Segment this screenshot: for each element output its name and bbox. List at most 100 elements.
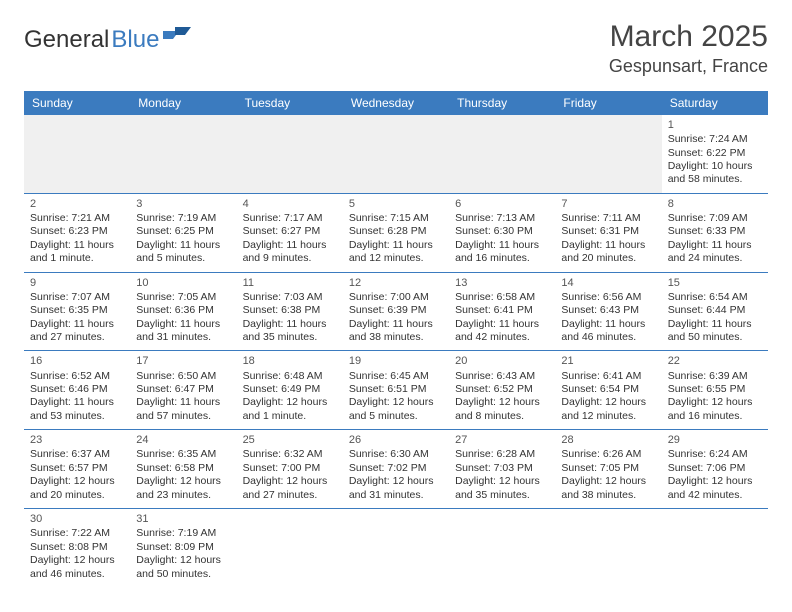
- daylight-text: Daylight: 11 hours: [668, 239, 762, 252]
- day-number: 5: [349, 197, 443, 211]
- daylight-text: and 46 minutes.: [30, 568, 124, 581]
- calendar-cell: 23Sunrise: 6:37 AMSunset: 6:57 PMDayligh…: [24, 430, 130, 509]
- sunrise-text: Sunrise: 7:00 AM: [349, 291, 443, 304]
- daylight-text: Daylight: 11 hours: [136, 318, 230, 331]
- page-header: GeneralBlue March 2025 Gespunsart, Franc…: [24, 20, 768, 77]
- calendar-cell: 16Sunrise: 6:52 AMSunset: 6:46 PMDayligh…: [24, 351, 130, 430]
- daylight-text: and 5 minutes.: [136, 252, 230, 265]
- daylight-text: and 53 minutes.: [30, 410, 124, 423]
- sunset-text: Sunset: 6:33 PM: [668, 225, 762, 238]
- calendar-cell: [449, 115, 555, 193]
- daylight-text: Daylight: 12 hours: [561, 475, 655, 488]
- calendar-cell: [237, 115, 343, 193]
- calendar-cell: [130, 115, 236, 193]
- day-header-row: Sunday Monday Tuesday Wednesday Thursday…: [24, 91, 768, 115]
- daylight-text: and 8 minutes.: [455, 410, 549, 423]
- calendar-cell: 15Sunrise: 6:54 AMSunset: 6:44 PMDayligh…: [662, 272, 768, 351]
- calendar-cell: 6Sunrise: 7:13 AMSunset: 6:30 PMDaylight…: [449, 193, 555, 272]
- calendar-cell: 11Sunrise: 7:03 AMSunset: 6:38 PMDayligh…: [237, 272, 343, 351]
- daylight-text: and 12 minutes.: [349, 252, 443, 265]
- calendar-cell: 5Sunrise: 7:15 AMSunset: 6:28 PMDaylight…: [343, 193, 449, 272]
- day-number: 12: [349, 276, 443, 290]
- daylight-text: Daylight: 11 hours: [349, 318, 443, 331]
- daylight-text: Daylight: 11 hours: [136, 396, 230, 409]
- calendar-cell: [662, 509, 768, 587]
- col-saturday: Saturday: [662, 91, 768, 115]
- sunrise-text: Sunrise: 6:56 AM: [561, 291, 655, 304]
- sunset-text: Sunset: 6:54 PM: [561, 383, 655, 396]
- sunset-text: Sunset: 6:43 PM: [561, 304, 655, 317]
- daylight-text: Daylight: 12 hours: [349, 475, 443, 488]
- sunrise-text: Sunrise: 7:22 AM: [30, 527, 124, 540]
- location-label: Gespunsart, France: [609, 56, 768, 77]
- daylight-text: and 35 minutes.: [243, 331, 337, 344]
- daylight-text: Daylight: 11 hours: [561, 318, 655, 331]
- title-block: March 2025 Gespunsart, France: [609, 20, 768, 77]
- calendar-cell: [24, 115, 130, 193]
- day-number: 17: [136, 354, 230, 368]
- calendar-cell: 26Sunrise: 6:30 AMSunset: 7:02 PMDayligh…: [343, 430, 449, 509]
- sunset-text: Sunset: 6:35 PM: [30, 304, 124, 317]
- calendar-cell: 8Sunrise: 7:09 AMSunset: 6:33 PMDaylight…: [662, 193, 768, 272]
- calendar-cell: 29Sunrise: 6:24 AMSunset: 7:06 PMDayligh…: [662, 430, 768, 509]
- flag-icon: [163, 26, 191, 54]
- sunset-text: Sunset: 6:27 PM: [243, 225, 337, 238]
- daylight-text: Daylight: 11 hours: [455, 318, 549, 331]
- daylight-text: Daylight: 11 hours: [349, 239, 443, 252]
- calendar-cell: [555, 509, 661, 587]
- day-number: 30: [30, 512, 124, 526]
- daylight-text: Daylight: 12 hours: [136, 475, 230, 488]
- logo-text-2: Blue: [111, 26, 159, 54]
- day-number: 27: [455, 433, 549, 447]
- sunset-text: Sunset: 6:49 PM: [243, 383, 337, 396]
- col-thursday: Thursday: [449, 91, 555, 115]
- calendar-cell: 28Sunrise: 6:26 AMSunset: 7:05 PMDayligh…: [555, 430, 661, 509]
- day-number: 21: [561, 354, 655, 368]
- calendar-row: 23Sunrise: 6:37 AMSunset: 6:57 PMDayligh…: [24, 430, 768, 509]
- daylight-text: and 38 minutes.: [349, 331, 443, 344]
- day-number: 3: [136, 197, 230, 211]
- sunrise-text: Sunrise: 7:19 AM: [136, 527, 230, 540]
- sunrise-text: Sunrise: 6:54 AM: [668, 291, 762, 304]
- sunrise-text: Sunrise: 6:32 AM: [243, 448, 337, 461]
- daylight-text: Daylight: 12 hours: [243, 475, 337, 488]
- sunset-text: Sunset: 6:46 PM: [30, 383, 124, 396]
- day-number: 11: [243, 276, 337, 290]
- sunset-text: Sunset: 6:36 PM: [136, 304, 230, 317]
- day-number: 31: [136, 512, 230, 526]
- daylight-text: Daylight: 10 hours: [668, 160, 762, 173]
- sunrise-text: Sunrise: 6:48 AM: [243, 370, 337, 383]
- sunrise-text: Sunrise: 6:24 AM: [668, 448, 762, 461]
- calendar-cell: 9Sunrise: 7:07 AMSunset: 6:35 PMDaylight…: [24, 272, 130, 351]
- calendar-cell: 21Sunrise: 6:41 AMSunset: 6:54 PMDayligh…: [555, 351, 661, 430]
- col-tuesday: Tuesday: [237, 91, 343, 115]
- sunrise-text: Sunrise: 7:15 AM: [349, 212, 443, 225]
- sunset-text: Sunset: 6:41 PM: [455, 304, 549, 317]
- sunset-text: Sunset: 6:30 PM: [455, 225, 549, 238]
- daylight-text: Daylight: 12 hours: [668, 475, 762, 488]
- col-wednesday: Wednesday: [343, 91, 449, 115]
- sunrise-text: Sunrise: 6:41 AM: [561, 370, 655, 383]
- daylight-text: and 46 minutes.: [561, 331, 655, 344]
- daylight-text: and 57 minutes.: [136, 410, 230, 423]
- daylight-text: Daylight: 11 hours: [455, 239, 549, 252]
- sunrise-text: Sunrise: 7:03 AM: [243, 291, 337, 304]
- daylight-text: and 20 minutes.: [561, 252, 655, 265]
- sunrise-text: Sunrise: 7:07 AM: [30, 291, 124, 304]
- calendar-cell: [343, 509, 449, 587]
- daylight-text: Daylight: 12 hours: [30, 554, 124, 567]
- day-number: 18: [243, 354, 337, 368]
- day-number: 15: [668, 276, 762, 290]
- sunrise-text: Sunrise: 6:30 AM: [349, 448, 443, 461]
- logo-text-1: General: [24, 26, 109, 54]
- calendar-cell: 3Sunrise: 7:19 AMSunset: 6:25 PMDaylight…: [130, 193, 236, 272]
- sunset-text: Sunset: 6:58 PM: [136, 462, 230, 475]
- sunrise-text: Sunrise: 6:35 AM: [136, 448, 230, 461]
- col-friday: Friday: [555, 91, 661, 115]
- sunset-text: Sunset: 6:57 PM: [30, 462, 124, 475]
- calendar-cell: 13Sunrise: 6:58 AMSunset: 6:41 PMDayligh…: [449, 272, 555, 351]
- sunrise-text: Sunrise: 7:11 AM: [561, 212, 655, 225]
- daylight-text: and 1 minute.: [30, 252, 124, 265]
- sunset-text: Sunset: 8:09 PM: [136, 541, 230, 554]
- sunset-text: Sunset: 6:39 PM: [349, 304, 443, 317]
